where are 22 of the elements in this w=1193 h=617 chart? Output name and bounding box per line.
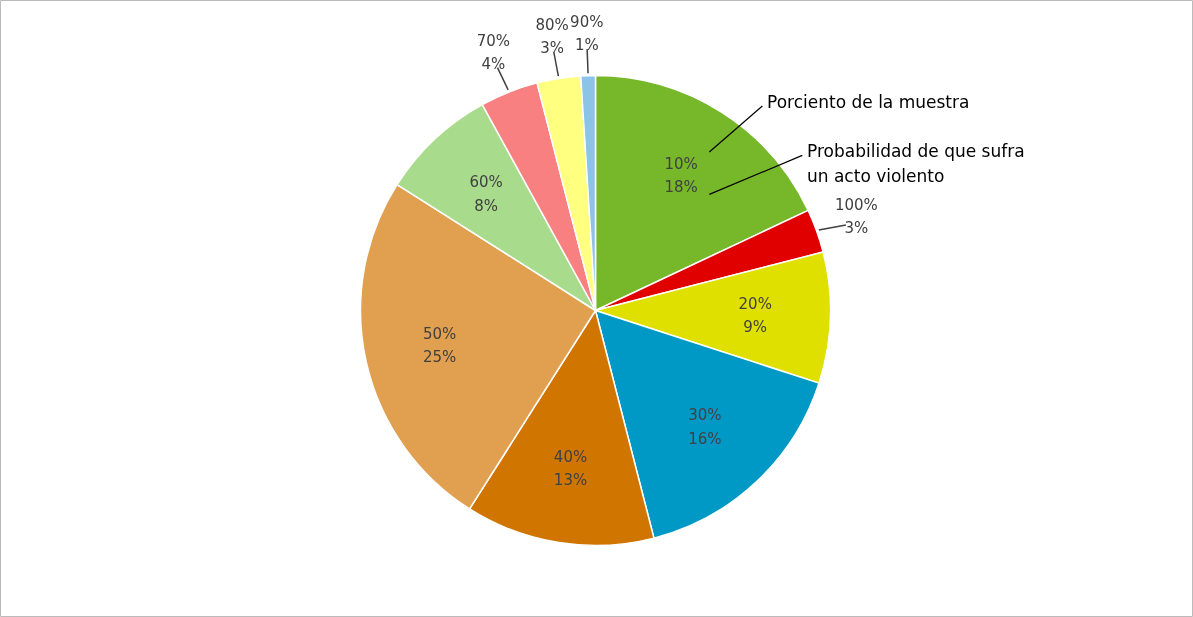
slice-label: 10% — [664, 154, 698, 173]
slice-label: 70% — [476, 31, 511, 50]
slice-label: 60% — [469, 173, 503, 192]
slice-label: 100% — [834, 195, 878, 214]
text: Probabilidad de que sufra un acto violento — [807, 141, 1025, 187]
data-label: 18% — [664, 178, 698, 197]
text: Porciento de la muestra — [767, 91, 970, 112]
data-label: 4% — [481, 55, 506, 74]
slice-label: 90% — [570, 12, 604, 31]
slice-label: 40% — [553, 447, 588, 466]
slice-label: 30% — [688, 406, 722, 425]
data-label: 16% — [688, 429, 722, 448]
data-label: 3% — [844, 219, 869, 238]
data-label: 1% — [574, 36, 599, 55]
data-label: 8% — [474, 196, 499, 215]
slice-label: 20% — [738, 294, 772, 313]
slice-label: 80% — [535, 15, 569, 34]
slice-label: 50% — [422, 324, 457, 343]
data-label: 9% — [743, 318, 768, 337]
data-label: 3% — [540, 39, 565, 58]
data-label: 13% — [553, 471, 588, 490]
data-label: 25% — [422, 348, 457, 367]
